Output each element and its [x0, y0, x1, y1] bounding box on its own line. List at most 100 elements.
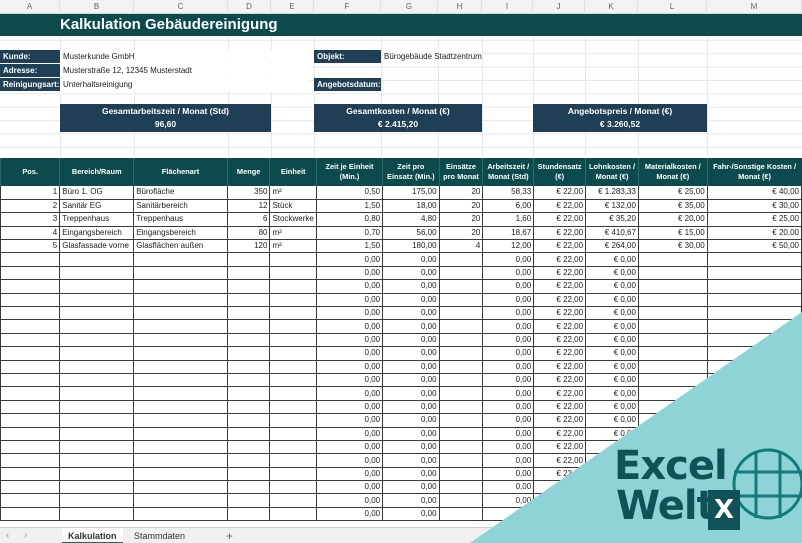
table-cell[interactable]: [269, 360, 317, 374]
table-cell[interactable]: € 22,00: [533, 346, 587, 361]
tab-stammdaten[interactable]: Stammdaten: [134, 531, 186, 541]
table-cell[interactable]: [269, 440, 317, 455]
table-cell[interactable]: € 25,00: [706, 212, 802, 227]
table-cell[interactable]: [706, 373, 802, 388]
column-header-j[interactable]: J: [533, 0, 585, 14]
table-cell[interactable]: € 40,00: [706, 186, 802, 200]
table-cell[interactable]: € 0,00: [585, 427, 639, 441]
table-cell[interactable]: [59, 453, 135, 468]
table-cell[interactable]: Eingangsbereich: [133, 226, 228, 241]
table-cell[interactable]: € 22,00: [533, 400, 587, 415]
table-cell[interactable]: 120: [226, 239, 271, 254]
table-cell[interactable]: 1,50: [315, 199, 384, 214]
table-cell[interactable]: [637, 319, 708, 334]
column-header-e[interactable]: E: [271, 0, 314, 14]
table-cell[interactable]: [269, 413, 317, 428]
table-cell[interactable]: [269, 279, 317, 294]
table-cell[interactable]: [0, 453, 61, 468]
column-header-c[interactable]: C: [134, 0, 228, 14]
table-cell[interactable]: [59, 507, 135, 522]
table-cell[interactable]: [0, 333, 61, 348]
table-cell[interactable]: [59, 252, 135, 267]
table-cell[interactable]: € 22,00: [533, 186, 587, 200]
table-cell[interactable]: [269, 346, 317, 361]
table-cell[interactable]: 0,00: [382, 493, 440, 508]
table-cell[interactable]: m²: [269, 239, 317, 254]
table-cell[interactable]: 0,00: [482, 319, 535, 334]
table-cell[interactable]: 4: [0, 226, 61, 241]
table-cell[interactable]: [269, 493, 317, 508]
table-cell[interactable]: [637, 293, 708, 308]
table-cell[interactable]: [59, 400, 135, 415]
table-cell[interactable]: 0,00: [382, 346, 440, 361]
table-cell[interactable]: 0,00: [315, 493, 384, 508]
table-cell[interactable]: [438, 440, 484, 455]
table-cell[interactable]: Glasfassade vorne: [59, 239, 135, 254]
objekt-value[interactable]: Bürogebäude Stadtzentrum: [384, 52, 482, 61]
table-cell[interactable]: € 0,00: [585, 266, 639, 281]
table-cell[interactable]: 0,00: [482, 360, 535, 374]
table-cell[interactable]: 180,00: [382, 239, 440, 254]
table-cell[interactable]: € 22,00: [533, 440, 587, 455]
table-cell[interactable]: € 22,00: [533, 413, 587, 428]
table-cell[interactable]: 0,00: [482, 400, 535, 415]
table-cell[interactable]: [133, 373, 228, 388]
table-cell[interactable]: 0,00: [315, 373, 384, 388]
table-cell[interactable]: € 35,20: [585, 212, 639, 227]
table-cell[interactable]: 56,00: [382, 226, 440, 241]
table-cell[interactable]: [438, 493, 484, 508]
table-cell[interactable]: [269, 427, 317, 441]
table-cell[interactable]: 20: [438, 226, 484, 241]
table-cell[interactable]: [0, 279, 61, 294]
table-cell[interactable]: 175,00: [382, 186, 440, 200]
add-sheet-icon[interactable]: +: [226, 529, 234, 543]
table-cell[interactable]: [269, 252, 317, 267]
table-cell[interactable]: [0, 480, 61, 495]
table-cell[interactable]: € 22,00: [533, 266, 587, 281]
table-cell[interactable]: € 0,00: [585, 252, 639, 267]
table-cell[interactable]: [226, 386, 271, 401]
table-cell[interactable]: [637, 346, 708, 361]
table-cell[interactable]: € 0,00: [585, 319, 639, 334]
table-cell[interactable]: € 22,00: [533, 199, 587, 214]
table-cell[interactable]: 0,00: [382, 266, 440, 281]
table-cell[interactable]: 0,00: [382, 279, 440, 294]
table-cell[interactable]: [269, 453, 317, 468]
table-cell[interactable]: € 22,00: [533, 507, 587, 522]
table-cell[interactable]: [59, 373, 135, 388]
table-cell[interactable]: [226, 293, 271, 308]
table-cell[interactable]: € 0,00: [585, 413, 639, 428]
table-cell[interactable]: [226, 319, 271, 334]
table-cell[interactable]: 80: [226, 226, 271, 241]
table-cell[interactable]: 0,00: [315, 279, 384, 294]
table-cell[interactable]: [133, 480, 228, 495]
table-cell[interactable]: [226, 400, 271, 415]
table-cell[interactable]: [59, 386, 135, 401]
table-cell[interactable]: [133, 293, 228, 308]
table-cell[interactable]: [226, 346, 271, 361]
table-cell[interactable]: 0,00: [482, 279, 535, 294]
table-cell[interactable]: [133, 413, 228, 428]
table-cell[interactable]: [706, 346, 802, 361]
table-cell[interactable]: 0,70: [315, 226, 384, 241]
table-cell[interactable]: [706, 293, 802, 308]
table-cell[interactable]: [59, 266, 135, 281]
tab-kalkulation[interactable]: Kalkulation: [62, 528, 123, 543]
column-heading[interactable]: Lohnkosten / Monat (€): [585, 158, 639, 186]
table-cell[interactable]: Treppenhaus: [59, 212, 135, 227]
table-cell[interactable]: [226, 373, 271, 388]
column-heading[interactable]: Bereich/Raum: [59, 158, 134, 186]
table-cell[interactable]: Bürofläche: [133, 186, 228, 200]
table-cell[interactable]: [438, 467, 484, 482]
column-heading[interactable]: Menge: [226, 158, 270, 186]
table-cell[interactable]: 0,00: [482, 333, 535, 348]
table-cell[interactable]: [59, 333, 135, 348]
table-cell[interactable]: [637, 386, 708, 401]
table-cell[interactable]: [226, 306, 271, 321]
table-cell[interactable]: [706, 333, 802, 348]
table-cell[interactable]: [706, 400, 802, 415]
table-cell[interactable]: [133, 507, 228, 522]
table-cell[interactable]: € 22,00: [533, 212, 587, 227]
table-cell[interactable]: [133, 427, 228, 441]
table-cell[interactable]: [133, 440, 228, 455]
